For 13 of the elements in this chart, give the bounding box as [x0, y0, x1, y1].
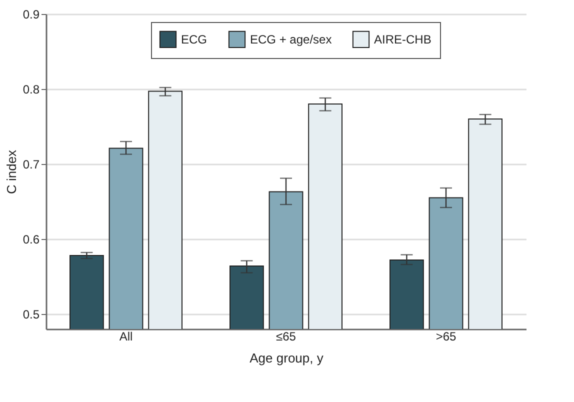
y-tick-label: 0.9	[22, 8, 40, 22]
legend-label: AIRE-CHB	[374, 32, 432, 46]
x-tick-label: ≤65	[276, 330, 296, 344]
x-tick-label: All	[119, 330, 133, 344]
y-tick-label: 0.5	[22, 308, 40, 322]
y-tick-label: 0.8	[22, 82, 40, 96]
legend-label: ECG	[181, 32, 208, 46]
x-tick-label: >65	[436, 330, 456, 344]
x-axis-title: Age group, y	[250, 350, 324, 366]
y-tick-label: 0.6	[22, 232, 40, 246]
y-tick-label: 0.7	[22, 158, 40, 172]
legend-label: ECG + age/sex	[250, 32, 332, 46]
y-axis-title: C index	[4, 149, 19, 194]
